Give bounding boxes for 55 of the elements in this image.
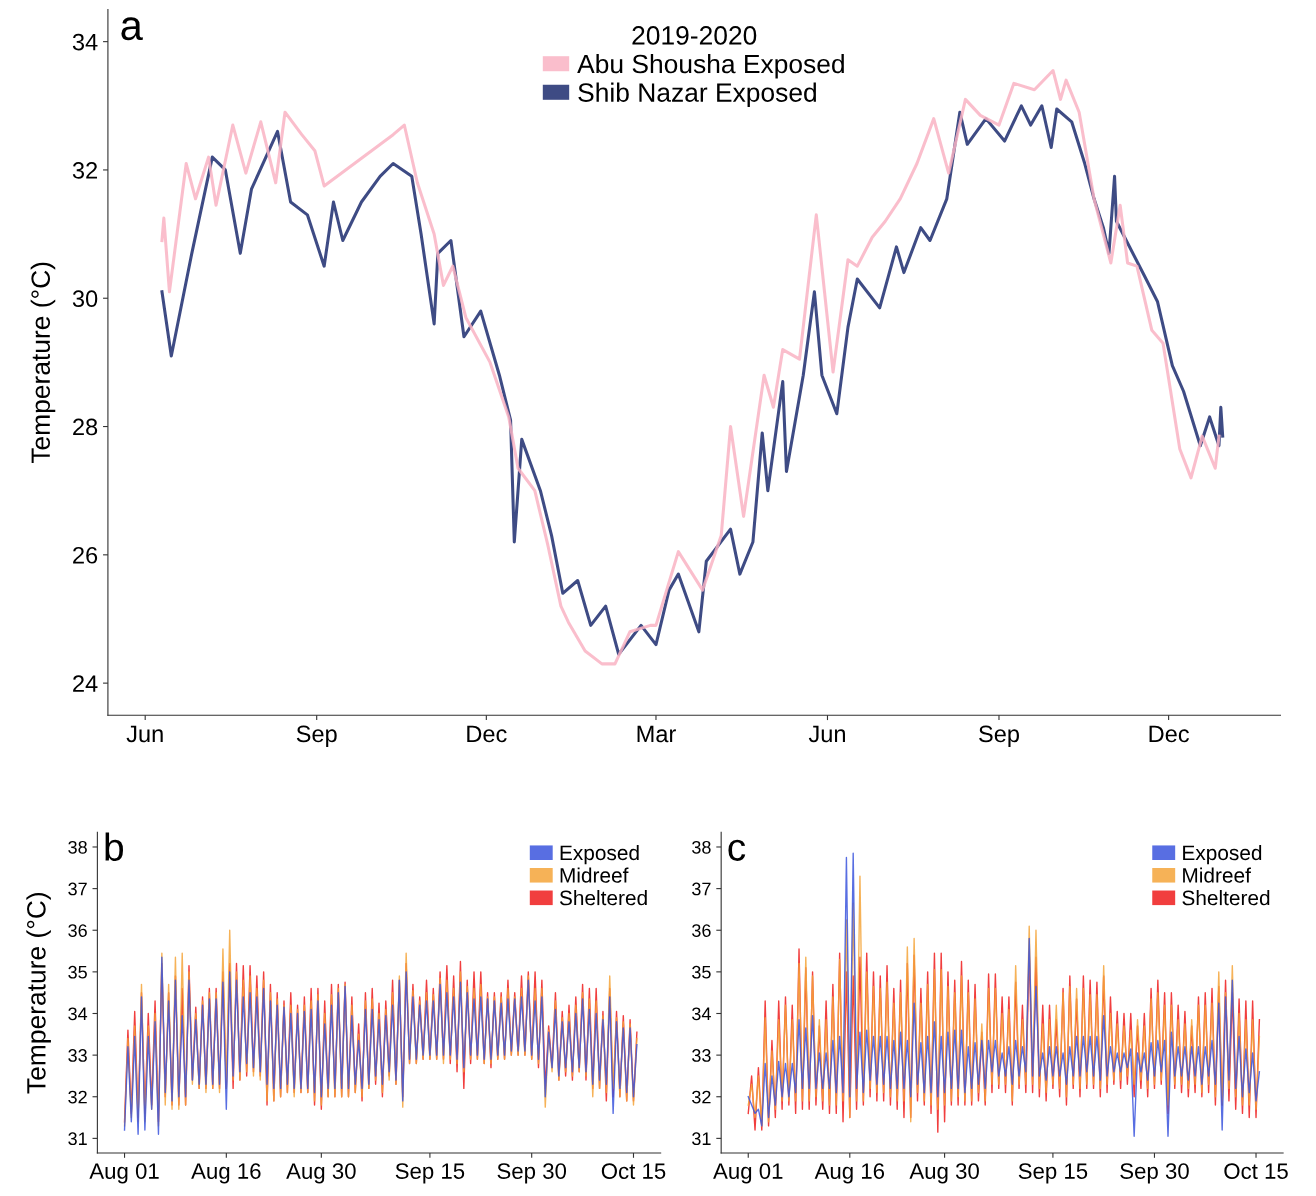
x-tick-label: Oct 15 (601, 1163, 666, 1179)
y-tick-label: 31 (68, 1132, 87, 1146)
y-tick-label: 30 (72, 290, 98, 308)
legend-label: Midreef (1183, 867, 1251, 883)
x-tick-label: Dec (467, 725, 507, 743)
legend-label: Abu Shousha Exposed (577, 53, 844, 79)
x-tick-label: Sep (979, 725, 1019, 747)
y-tick-label: 37 (68, 882, 87, 896)
y-tick-label: 31 (692, 1132, 711, 1146)
legend-label: Shib Nazar Exposed (578, 82, 816, 108)
legend-label: Exposed (1183, 844, 1262, 865)
x-tick-label: Jun (126, 725, 163, 743)
x-tick-label: Jun (808, 725, 845, 743)
legend-title: 2019-2020 (632, 26, 757, 45)
x-tick-label: Aug 30 (286, 1163, 356, 1184)
y-tick-label: 32 (68, 1090, 87, 1104)
x-tick-label: Mar (637, 725, 676, 743)
x-tick-label: Aug 30 (909, 1163, 979, 1184)
x-tick-label: Sep (296, 725, 337, 747)
x-tick-label: Aug 16 (814, 1163, 885, 1184)
legend-label: Midreef (560, 867, 629, 883)
y-axis-title: Temperature (°C) (26, 892, 51, 1094)
y-tick-label: 34 (68, 1007, 88, 1021)
y-tick-label: 38 (692, 840, 711, 854)
x-tick-label: Dec (1149, 725, 1189, 743)
legend-label: Exposed (560, 844, 639, 865)
x-tick-label: Sep 30 (1120, 1163, 1189, 1184)
annotation: b (105, 832, 124, 861)
annotation: c (728, 839, 746, 861)
x-tick-label: Sep 30 (497, 1163, 567, 1184)
y-tick-label: 32 (692, 1090, 711, 1104)
x-tick-label: Aug 01 (89, 1163, 159, 1184)
y-tick-label: 33 (68, 1049, 87, 1062)
annotation: a (121, 17, 143, 41)
y-tick-label: 24 (73, 675, 98, 692)
y-tick-label: 35 (68, 965, 87, 979)
x-tick-label: Sep 15 (1018, 1163, 1088, 1184)
x-tick-label: Aug 16 (191, 1163, 261, 1184)
legend-label: Sheltered (559, 890, 647, 906)
y-tick-label: 37 (692, 882, 711, 896)
y-tick-label: 34 (692, 1007, 711, 1021)
y-tick-label: 33 (692, 1049, 711, 1062)
y-tick-label: 32 (72, 162, 98, 179)
x-tick-label: Aug 01 (713, 1163, 783, 1184)
y-tick-label: 38 (68, 840, 87, 854)
y-tick-label: 26 (73, 546, 98, 564)
legend-label: Sheltered (1182, 890, 1270, 906)
y-tick-label: 34 (72, 33, 98, 51)
x-tick-label: Oct 15 (1224, 1163, 1288, 1179)
y-tick-label: 28 (73, 418, 98, 436)
y-tick-label: 36 (692, 924, 711, 937)
y-tick-label: 35 (692, 965, 711, 979)
y-tick-label: 36 (68, 924, 87, 937)
x-tick-label: Sep 15 (395, 1163, 465, 1184)
y-axis-title: Temperature (°C) (30, 262, 56, 464)
